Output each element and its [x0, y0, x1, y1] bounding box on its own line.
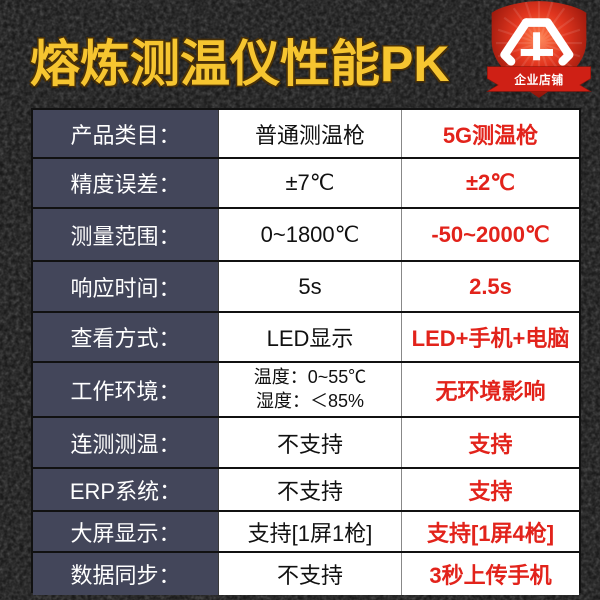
svg-text:企业店铺: 企业店铺: [513, 73, 563, 87]
